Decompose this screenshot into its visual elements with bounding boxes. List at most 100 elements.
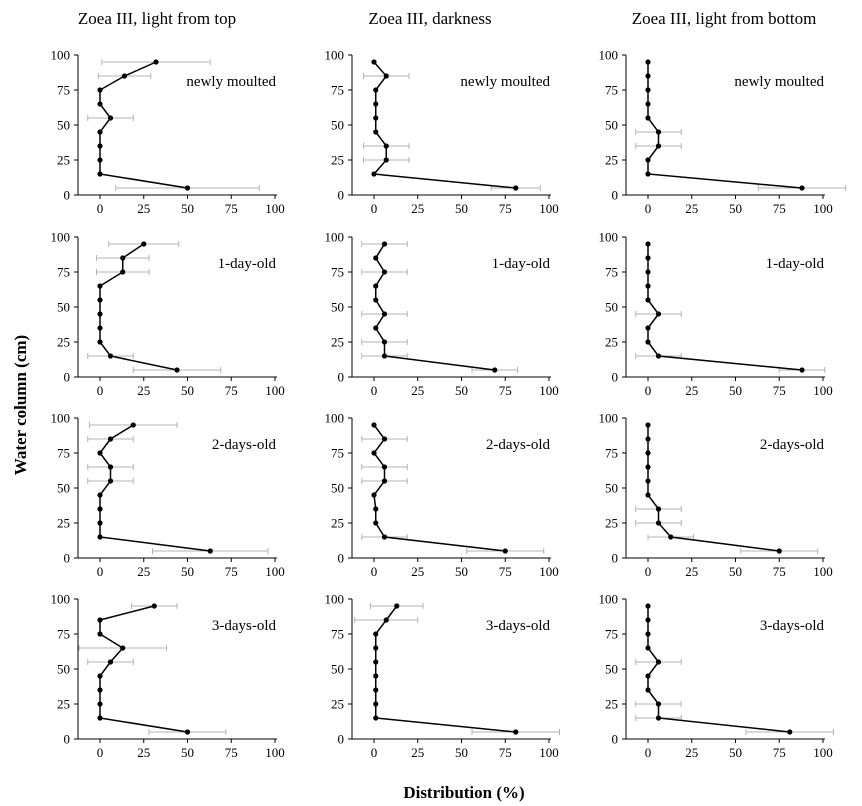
y-tick-label: 25 [605, 335, 618, 350]
x-tick-label: 100 [813, 745, 833, 760]
data-point [645, 283, 651, 289]
data-point [381, 478, 388, 484]
y-tick-label: 75 [605, 265, 618, 280]
data-point [381, 241, 388, 247]
x-tick-label: 0 [645, 201, 652, 216]
panel: 0 25 50 75 100 0 25 50 75 100 3-days-old [599, 592, 834, 760]
x-tick-label: 25 [137, 564, 150, 579]
data-point [381, 311, 388, 317]
x-tick-label: 75 [225, 383, 238, 398]
x-tick-label: 50 [729, 201, 742, 216]
data-point [373, 520, 379, 526]
y-tick-label: 75 [605, 446, 618, 461]
data-point [97, 87, 103, 93]
data-point [381, 339, 388, 345]
data-point [381, 436, 388, 442]
y-tick-label: 50 [605, 118, 618, 133]
data-point [381, 269, 388, 275]
data-point [97, 101, 103, 107]
data-point [383, 157, 389, 163]
y-tick-label: 0 [612, 188, 619, 203]
y-tick-label: 50 [331, 481, 344, 496]
data-point [97, 673, 103, 679]
data-point [97, 520, 103, 526]
x-tick-label: 0 [97, 383, 104, 398]
data-point [130, 422, 136, 428]
x-tick-label: 100 [539, 745, 559, 760]
x-tick-label: 100 [539, 201, 559, 216]
x-tick-label: 75 [225, 564, 238, 579]
x-tick-label: 0 [645, 383, 652, 398]
y-tick-label: 75 [331, 627, 344, 642]
x-tick-label: 0 [645, 564, 652, 579]
y-tick-label: 100 [325, 411, 345, 426]
x-tick-label: 0 [371, 564, 378, 579]
y-tick-label: 75 [57, 83, 70, 98]
data-point [383, 143, 389, 149]
data-point [776, 548, 782, 554]
data-point [645, 101, 651, 107]
x-tick-label: 50 [729, 745, 742, 760]
data-point [373, 673, 379, 679]
y-tick-label: 0 [338, 188, 345, 203]
y-tick-label: 25 [605, 153, 618, 168]
x-tick-label: 100 [813, 383, 833, 398]
data-point [151, 603, 157, 609]
data-point [371, 492, 377, 498]
x-tick-label: 25 [411, 383, 424, 398]
panel-label: newly moulted [734, 74, 824, 90]
x-tick-label: 25 [411, 745, 424, 760]
y-tick-label: 25 [331, 516, 344, 531]
data-point [383, 73, 389, 79]
data-point [97, 297, 103, 303]
data-point [120, 645, 126, 651]
data-point [174, 367, 180, 373]
data-point [645, 269, 651, 275]
y-tick-label: 0 [64, 188, 71, 203]
y-tick-label: 0 [64, 370, 71, 385]
series-line [99, 424, 211, 552]
y-tick-label: 0 [338, 551, 345, 566]
x-tick-label: 50 [455, 383, 468, 398]
data-point [645, 87, 651, 93]
x-tick-label: 25 [137, 745, 150, 760]
x-tick-label: 50 [455, 745, 468, 760]
data-point [502, 548, 508, 554]
panel: 0 25 50 75 100 0 25 50 75 100 3-days-old [325, 592, 560, 760]
data-point [373, 297, 379, 303]
y-tick-label: 100 [325, 48, 345, 63]
x-tick-label: 0 [97, 745, 104, 760]
data-point [655, 506, 662, 512]
y-tick-label: 100 [51, 592, 71, 607]
y-tick-label: 25 [605, 697, 618, 712]
data-point [371, 171, 377, 177]
data-point [645, 673, 651, 679]
x-tick-label: 75 [225, 201, 238, 216]
data-point [97, 492, 103, 498]
y-tick-label: 100 [599, 230, 619, 245]
x-tick-label: 50 [181, 745, 194, 760]
y-tick-label: 50 [605, 662, 618, 677]
data-point [381, 353, 388, 359]
y-tick-label: 50 [57, 300, 70, 315]
y-tick-label: 0 [338, 370, 345, 385]
panel: 0 25 50 75 100 0 25 50 75 100 3-days-old [51, 592, 285, 761]
panel: 0 25 50 75 100 0 25 50 75 100 2-days-old [51, 411, 285, 580]
x-tick-label: 25 [685, 201, 698, 216]
x-tick-label: 50 [729, 564, 742, 579]
y-tick-label: 100 [325, 230, 345, 245]
data-point [184, 729, 191, 735]
y-tick-label: 50 [605, 481, 618, 496]
x-tick-label: 50 [455, 564, 468, 579]
y-tick-label: 0 [612, 732, 619, 747]
y-tick-label: 50 [57, 118, 70, 133]
data-point [97, 129, 103, 135]
panel-label: newly moulted [460, 74, 550, 90]
y-tick-label: 75 [331, 446, 344, 461]
data-point [381, 534, 388, 540]
x-tick-label: 50 [181, 383, 194, 398]
series-line [373, 424, 506, 552]
y-tick-label: 25 [57, 153, 70, 168]
y-tick-label: 25 [605, 516, 618, 531]
panel: 0 25 50 75 100 0 25 50 75 100 1-day-old [51, 230, 285, 399]
